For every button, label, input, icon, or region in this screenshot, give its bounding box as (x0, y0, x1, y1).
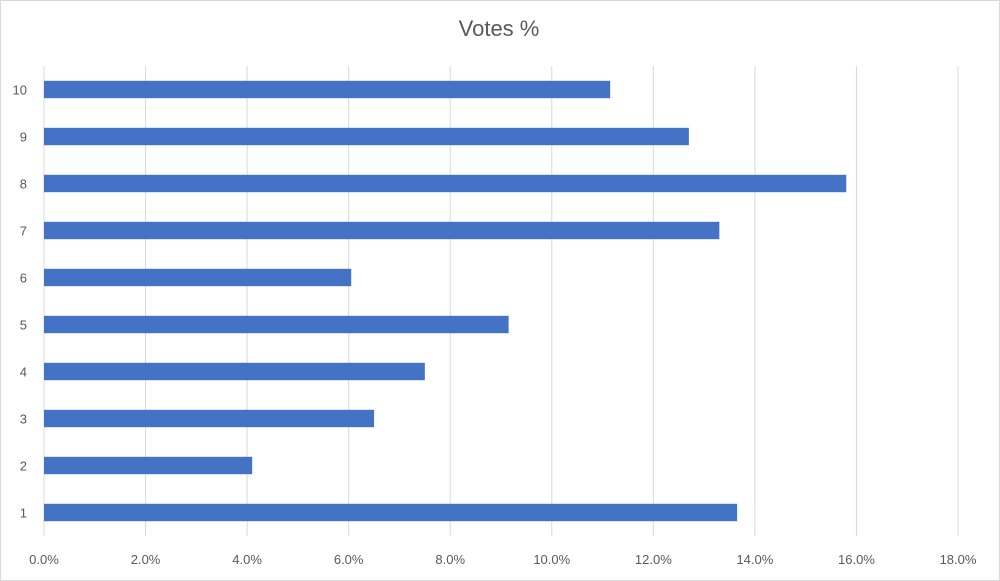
bar-7 (44, 221, 720, 240)
x-tick-label: 12.0% (635, 552, 672, 567)
x-tick-label: 10.0% (533, 552, 570, 567)
bar-6 (44, 268, 352, 287)
y-tick-label: 3 (20, 412, 27, 427)
x-tick-label: 4.0% (232, 552, 262, 567)
bar-4 (44, 362, 425, 381)
x-tick-label: 6.0% (334, 552, 364, 567)
y-tick-label: 6 (20, 271, 27, 286)
bar-9 (44, 127, 689, 146)
y-tick-label: 8 (20, 177, 27, 192)
bar-3 (44, 409, 375, 428)
bar-1 (44, 503, 738, 522)
x-tick-label: 18.0% (940, 552, 977, 567)
x-axis-tick-labels: 0.0% 2.0% 4.0% 6.0% 8.0% 10.0% 12.0% 14.0% 16.0%… (29, 552, 977, 567)
bar-10 (44, 80, 611, 99)
bar-5 (44, 315, 509, 334)
y-tick-label: 4 (20, 365, 27, 380)
bar-8 (44, 174, 847, 193)
y-tick-label: 10 (13, 83, 27, 98)
x-tick-label: 8.0% (435, 552, 465, 567)
x-tick-label: 14.0% (736, 552, 773, 567)
x-tick-label: 0.0% (29, 552, 59, 567)
y-axis-tick-labels: 1 2 3 4 5 6 7 8 9 10 (13, 83, 27, 521)
y-tick-label: 7 (20, 224, 27, 239)
y-tick-label: 5 (20, 318, 27, 333)
y-tick-label: 2 (20, 459, 27, 474)
y-tick-label: 1 (20, 506, 27, 521)
y-tick-label: 9 (20, 130, 27, 145)
x-tick-label: 2.0% (131, 552, 161, 567)
chart-title: Votes % (459, 16, 540, 41)
bar-2 (44, 456, 253, 475)
x-tick-label: 16.0% (838, 552, 875, 567)
bars (44, 80, 847, 522)
